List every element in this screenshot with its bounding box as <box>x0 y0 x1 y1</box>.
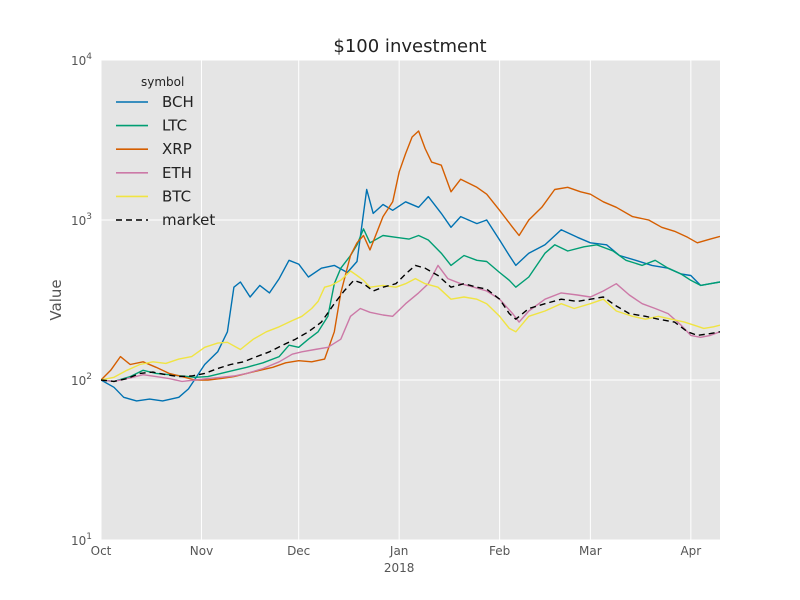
legend-label-eth: ETH <box>162 164 192 182</box>
series-line-bch <box>101 188 720 402</box>
grid <box>100 59 720 541</box>
x-tick-year-label: 2018 <box>384 561 415 575</box>
legend-label-ltc: LTC <box>162 117 187 135</box>
x-tick-label: Jan <box>389 544 409 558</box>
x-tick-label: Nov <box>190 544 213 558</box>
y-tick-label: 101 <box>71 532 92 548</box>
x-tick-label: Apr <box>680 544 701 558</box>
y-tick-label: 103 <box>71 212 92 228</box>
legend-label-btc: BTC <box>162 187 191 205</box>
x-tick-label: Mar <box>579 544 602 558</box>
legend-label-market: market <box>162 211 215 229</box>
legend-title: symbol <box>141 75 184 89</box>
legend-label-xrp: XRP <box>162 140 192 158</box>
chart-title: $100 investment <box>333 36 486 57</box>
legend-label-bch: BCH <box>162 93 194 111</box>
x-tick-label: Oct <box>91 544 112 558</box>
x-tick-label: Feb <box>489 544 510 558</box>
series-line-btc <box>101 270 720 381</box>
series-line-eth <box>101 264 720 383</box>
y-tick-label: 102 <box>71 372 92 388</box>
y-axis-label: Value <box>47 279 65 320</box>
series-line-ltc <box>101 228 720 383</box>
y-tick-label: 104 <box>71 52 92 68</box>
tick-labels: 101 102 103 104 Oct Nov Dec Jan 2018 Feb Mar Apr <box>71 52 701 575</box>
series-line-xrp <box>101 130 720 381</box>
legend: symbol BCH LTC XRP ETH BTC market <box>116 75 215 229</box>
series-line-market <box>101 264 720 383</box>
x-tick-label: Dec <box>287 544 310 558</box>
series-layer <box>101 130 720 402</box>
